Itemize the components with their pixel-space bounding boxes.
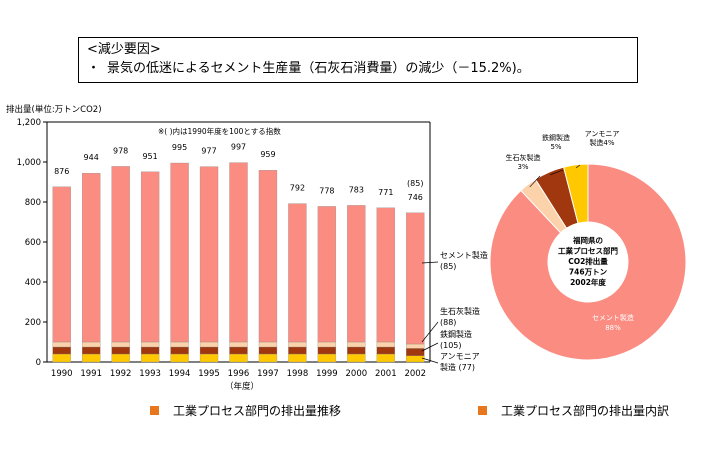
y-tick-label: 0 bbox=[36, 358, 41, 368]
index-label: (85) bbox=[407, 179, 423, 188]
bar-total-label: 951 bbox=[142, 152, 157, 161]
x-tick-label: 1998 bbox=[287, 369, 309, 379]
slice-percent-cement: 88% bbox=[605, 324, 621, 332]
bar-total-label: 959 bbox=[260, 150, 275, 159]
slice-percent-steel: 5% bbox=[550, 143, 561, 151]
slice-percent-ammonia: 製造4% bbox=[589, 138, 614, 147]
bar-segment bbox=[347, 205, 366, 343]
bar-segment bbox=[376, 207, 395, 343]
bar-segment bbox=[111, 166, 130, 343]
x-tick-label: 2002 bbox=[404, 369, 426, 379]
caption-marker-icon bbox=[478, 406, 487, 415]
bar-segment bbox=[258, 170, 278, 343]
bar-total-label: 997 bbox=[231, 143, 246, 152]
bar-segment bbox=[317, 206, 337, 343]
bar-segment bbox=[82, 173, 101, 343]
y-tick-label: 200 bbox=[25, 318, 41, 328]
bar-segment bbox=[140, 171, 160, 343]
leader-line bbox=[421, 321, 439, 343]
bar-total-label: 876 bbox=[54, 167, 69, 176]
bar-total-label: 977 bbox=[201, 147, 216, 156]
bar-total-label: 995 bbox=[172, 143, 187, 152]
x-tick-label: 1990 bbox=[51, 369, 73, 379]
y-tick-label: 1,200 bbox=[17, 118, 41, 128]
bar-total-label: 778 bbox=[319, 186, 334, 195]
x-tick-label: 2001 bbox=[375, 369, 397, 379]
trend-caption: 工業プロセス部門の排出量推移 bbox=[150, 403, 341, 419]
index-note: ※( )内は1990年度を100とする指数 bbox=[158, 126, 281, 136]
series-index-cement: (85) bbox=[440, 262, 456, 271]
y-tick-label: 600 bbox=[25, 238, 41, 248]
series-index-steel: (105) bbox=[440, 341, 462, 350]
slice-label-steel: 鉄鋼製造 bbox=[542, 133, 570, 142]
x-tick-label: 1999 bbox=[316, 369, 338, 379]
bar-total-label: 783 bbox=[349, 185, 364, 194]
x-tick-label: 1996 bbox=[228, 369, 250, 379]
bar-total-label: 944 bbox=[84, 153, 99, 162]
breakdown-caption-text: 工業プロセス部門の排出量内訳 bbox=[501, 404, 670, 418]
bar-total-label: 746 bbox=[408, 193, 423, 202]
leader-line bbox=[550, 169, 564, 176]
bar-total-label: 771 bbox=[378, 188, 393, 197]
x-tick-label: 1993 bbox=[139, 369, 161, 379]
y-axis-label: 排出量(単位:万トンCO2) bbox=[6, 104, 102, 115]
slice-label-ammonia: アンモニア bbox=[585, 130, 620, 138]
donut-hole bbox=[549, 223, 627, 301]
center-text-line: CO2排出量 bbox=[568, 256, 608, 266]
x-tick-label: 1992 bbox=[110, 369, 132, 379]
reduction-factor-item: ・景気の低迷によるセメント生産量（石灰石消費量）の減少（－15.2%)。 bbox=[87, 59, 629, 78]
bar-total-label: 978 bbox=[113, 146, 128, 155]
donut-slice bbox=[563, 163, 589, 224]
center-text-line: 工業プロセス部門 bbox=[558, 246, 618, 256]
breakdown-caption: 工業プロセス部門の排出量内訳 bbox=[478, 403, 669, 419]
leader-line bbox=[529, 175, 541, 188]
x-tick-label: 1995 bbox=[198, 369, 220, 379]
center-text-line: 2002年度 bbox=[570, 277, 606, 287]
series-label-ammonia: アンモニア bbox=[440, 352, 480, 361]
reduction-factors-heading: <減少要因> bbox=[87, 42, 161, 57]
x-axis-label: （年度） bbox=[225, 381, 259, 392]
series-label-steel: 鉄鋼製造 bbox=[440, 329, 472, 339]
bar-segment bbox=[170, 162, 189, 343]
y-tick-label: 400 bbox=[25, 278, 41, 288]
y-tick-label: 800 bbox=[25, 198, 41, 208]
slice-percent-limestone: 3% bbox=[517, 163, 528, 171]
bar-segment bbox=[288, 203, 307, 343]
leader-line bbox=[421, 342, 439, 352]
series-label-limestone: 生石灰製造 bbox=[440, 306, 480, 316]
x-tick-label: 1994 bbox=[169, 369, 191, 379]
leader-line bbox=[421, 357, 439, 364]
reduction-factor-text: 景気の低迷によるセメント生産量（石灰石消費量）の減少（－15.2%)。 bbox=[107, 61, 530, 76]
reduction-factors-box: <減少要因> ・景気の低迷によるセメント生産量（石灰石消費量）の減少（－15.2… bbox=[78, 37, 638, 83]
x-tick-label: 2000 bbox=[346, 369, 368, 379]
y-tick-label: 1,000 bbox=[17, 158, 41, 168]
series-index-ammonia: 製造 (77) bbox=[440, 362, 475, 372]
x-tick-label: 1991 bbox=[80, 369, 102, 379]
bar-segment bbox=[406, 212, 425, 345]
bar-segment bbox=[229, 162, 248, 343]
bullet-marker: ・ bbox=[87, 61, 101, 76]
bar-total-label: 792 bbox=[290, 184, 305, 193]
leader-line bbox=[575, 164, 581, 168]
donut-slice bbox=[489, 163, 687, 361]
slice-label-limestone: 生石灰製造 bbox=[506, 153, 541, 162]
x-tick-label: 1997 bbox=[257, 369, 279, 379]
center-text-line: 746万トン bbox=[569, 268, 608, 277]
series-index-limestone: (88) bbox=[440, 318, 456, 327]
caption-marker-icon bbox=[150, 406, 159, 415]
slice-label-cement: セメント製造 bbox=[592, 313, 634, 322]
center-text-line: 福岡県の bbox=[572, 235, 603, 245]
bar-segment bbox=[52, 186, 71, 343]
series-label-cement: セメント製造 bbox=[440, 250, 488, 260]
bar-segment bbox=[199, 166, 219, 343]
trend-caption-text: 工業プロセス部門の排出量推移 bbox=[173, 404, 342, 418]
leader-line bbox=[421, 261, 439, 264]
